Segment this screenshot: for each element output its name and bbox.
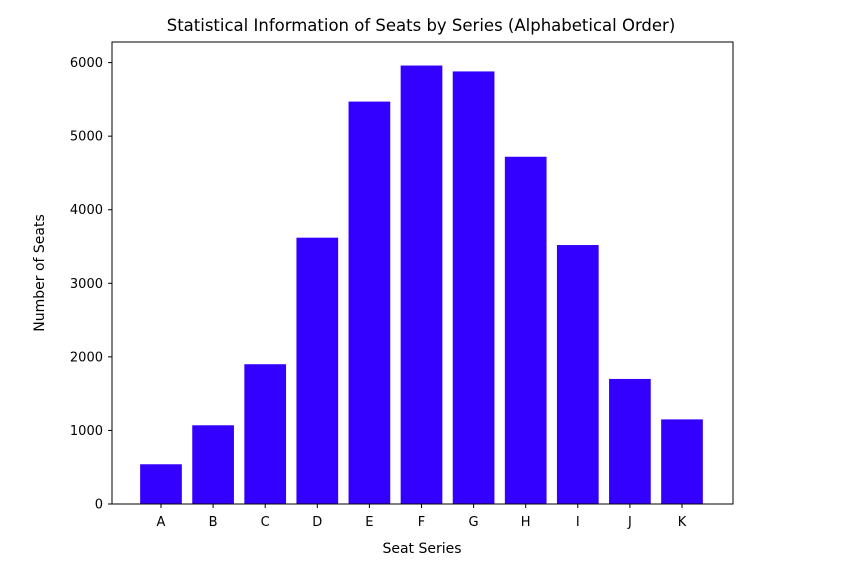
x-tick-label-a: A xyxy=(157,515,166,530)
y-tick-label-6000: 6000 xyxy=(70,56,103,71)
bars-layer xyxy=(140,65,703,505)
bar-d xyxy=(296,237,339,504)
x-tick-label-d: D xyxy=(312,515,322,530)
x-tick-label-c: C xyxy=(261,515,270,530)
y-axis-title: Number of Seats xyxy=(32,214,48,332)
x-tick-label-e: E xyxy=(365,515,373,530)
bar-k xyxy=(661,419,703,504)
x-tick-label-g: G xyxy=(469,515,479,530)
y-tick-label-0: 0 xyxy=(95,498,103,513)
x-tick-label-h: H xyxy=(521,515,531,530)
y-tick-label-1000: 1000 xyxy=(70,424,103,439)
bar-b xyxy=(192,425,234,504)
y-tick-label-4000: 4000 xyxy=(70,203,103,218)
x-tick-label-f: F xyxy=(418,515,425,530)
bar-j xyxy=(609,378,651,504)
bar-f xyxy=(400,65,443,504)
y-axis: 0 1000 2000 3000 4000 5000 6000 xyxy=(70,56,112,513)
bar-h xyxy=(504,156,547,504)
bar-g xyxy=(452,71,495,505)
x-tick-label-b: B xyxy=(209,515,218,530)
y-tick-label-3000: 3000 xyxy=(70,277,103,292)
x-tick-label-i: I xyxy=(576,515,580,530)
bar-a xyxy=(140,464,182,504)
x-tick-label-j: J xyxy=(627,515,632,530)
bar-c xyxy=(244,364,287,504)
plot-frame xyxy=(111,41,734,505)
bar-e xyxy=(348,101,391,504)
x-axis-title: Seat Series xyxy=(382,541,461,557)
bar-i xyxy=(556,245,599,505)
chart-title: Statistical Information of Seats by Seri… xyxy=(167,16,676,35)
x-axis: A B C D E F G H I J K xyxy=(157,504,687,530)
y-tick-label-5000: 5000 xyxy=(70,130,103,145)
x-tick-label-k: K xyxy=(678,515,687,530)
y-tick-label-2000: 2000 xyxy=(70,350,103,365)
